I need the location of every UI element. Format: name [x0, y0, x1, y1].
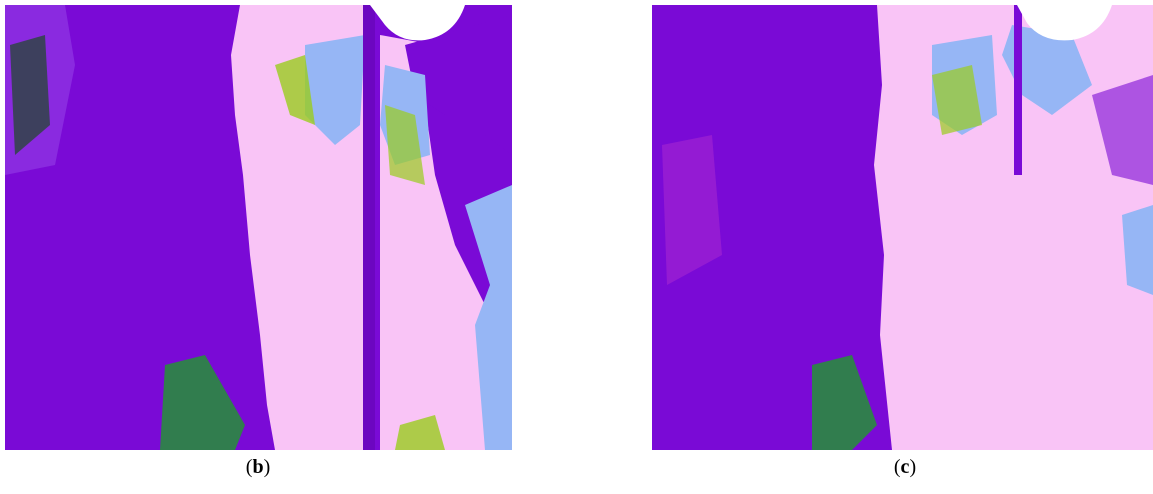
caption-open: (: [894, 456, 901, 478]
caption: (b): [218, 456, 298, 479]
classification-map-c: [652, 5, 1153, 450]
caption-close: ): [264, 456, 271, 478]
caption: (c): [865, 456, 945, 479]
caption-close: ): [909, 456, 916, 478]
caption-letter: b: [252, 456, 263, 478]
figure: (b) (c): [0, 0, 1153, 494]
classification-map-b: [5, 5, 512, 450]
